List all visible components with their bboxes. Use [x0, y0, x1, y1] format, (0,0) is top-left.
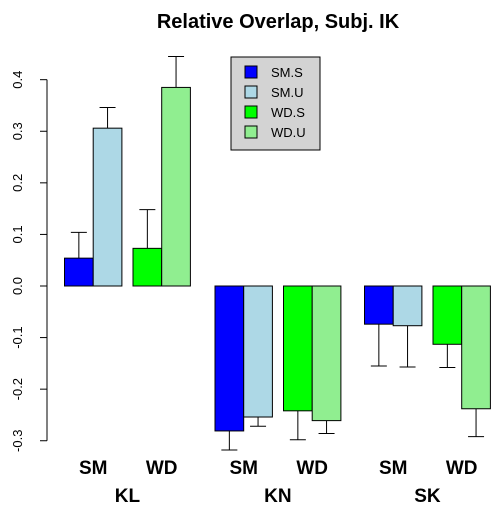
x-group-label: KN: [264, 486, 291, 507]
legend-label: WD.S: [271, 105, 305, 120]
bar-wd-s-kl: [132, 247, 163, 287]
bar-sm-s-sk: [364, 285, 394, 325]
x-subgroup-label: SM: [379, 458, 408, 479]
x-group-label: KL: [115, 486, 141, 507]
legend-swatch: [244, 105, 258, 119]
legend-label: WD.U: [271, 125, 306, 140]
y-tick-label: -0.1: [10, 326, 25, 348]
bar-sm-u-kl: [92, 127, 123, 287]
y-tick-label: -0.2: [10, 378, 25, 400]
bar-sm-u-sk: [392, 285, 423, 327]
legend-label: SM.U: [271, 85, 304, 100]
x-subgroup-label: SM: [229, 458, 258, 479]
bars-layer: [64, 55, 491, 451]
legend-swatch: [244, 65, 258, 79]
legend-label: SM.S: [271, 65, 303, 80]
bar-sm-s-kn: [214, 285, 245, 432]
y-tick-label: 0.4: [10, 71, 25, 89]
legend: SM.S SM.U WD.S WD.U: [230, 56, 321, 151]
bar-wd-u-sk: [461, 285, 491, 410]
y-tick-label: 0.1: [10, 225, 25, 243]
chart-title: Relative Overlap, Subj. IK: [157, 11, 400, 33]
bar-wd-s-sk: [432, 285, 463, 345]
x-subgroup-label: SM: [79, 458, 108, 479]
legend-swatch: [244, 125, 258, 139]
y-axis: -0.3 -0.2 -0.1 0.0 0.1 0.2 0.3 0.4: [10, 71, 48, 452]
y-tick-label: 0.2: [10, 174, 25, 192]
bar-wd-u-kl: [161, 86, 191, 287]
x-subgroup-label: WD: [296, 458, 328, 479]
y-tick-label: 0.3: [10, 122, 25, 140]
legend-swatch: [244, 85, 258, 99]
x-group-label: SK: [414, 486, 441, 507]
x-subgroup-label: WD: [446, 458, 478, 479]
bar-sm-s-kl: [64, 257, 94, 287]
bar-sm-u-kn: [243, 285, 273, 418]
bar-wd-s-kn: [283, 285, 313, 412]
x-subgroup-label: WD: [146, 458, 178, 479]
y-tick-label: -0.3: [10, 430, 25, 452]
y-tick-label: 0.0: [10, 277, 25, 295]
bar-wd-u-kn: [311, 285, 342, 422]
